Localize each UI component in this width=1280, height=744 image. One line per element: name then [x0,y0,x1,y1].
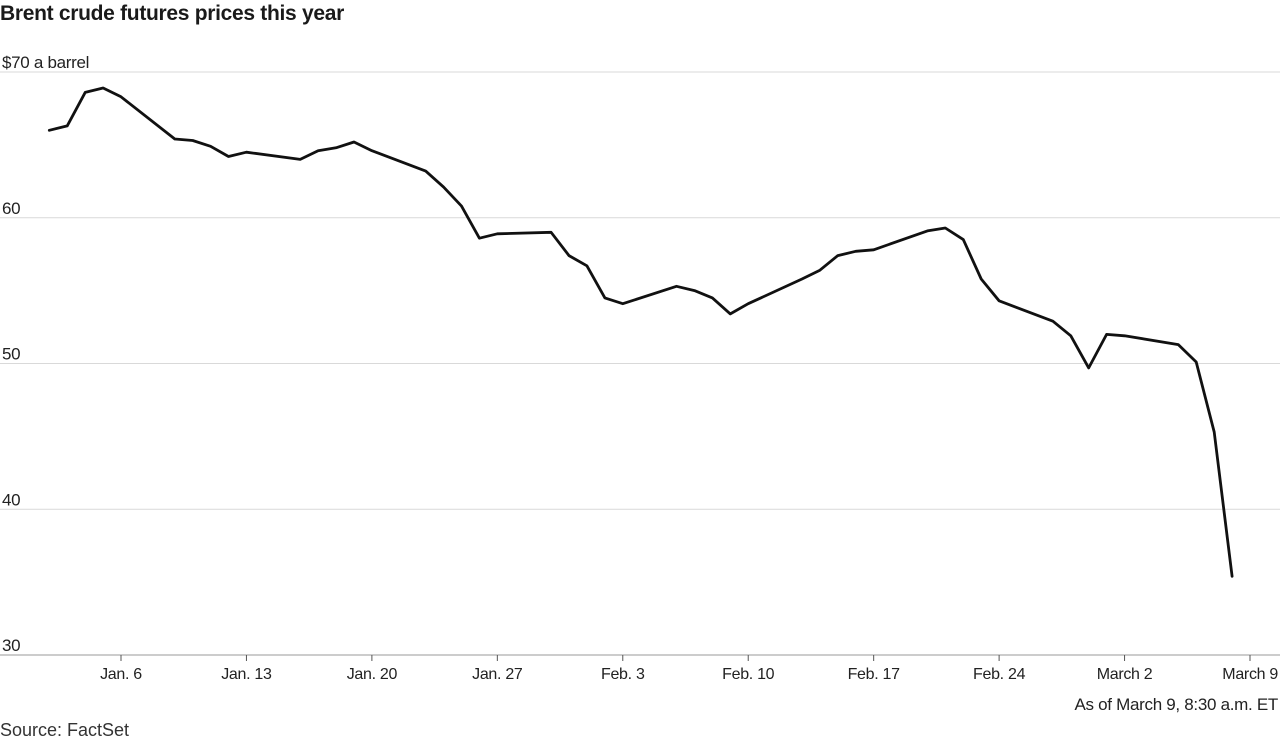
x-tick-label-1: Jan. 13 [221,666,272,683]
x-tick-label-9: March 9 [1222,666,1278,683]
x-tick-label-7: Feb. 24 [973,666,1026,683]
x-axis: Jan. 6 Jan. 13 Jan. 20 Jan. 27 Feb. 3 Feb. 10… [0,654,1280,683]
x-tick-label-8: March 2 [1097,666,1153,683]
gridlines [0,71,1280,510]
y-tick-label-50: 50 [2,345,20,364]
chart-title: Brent crude futures prices this year [0,2,344,25]
y-tick-label-30: 30 [2,636,20,655]
y-tick-label-60: 60 [2,199,20,218]
y-tick-label-70: $70 a barrel [2,53,89,72]
x-tick-label-6: Feb. 17 [848,666,901,683]
y-tick-label-40: 40 [2,490,20,509]
x-tick-label-0: Jan. 6 [100,666,142,683]
y-axis-labels: $70 a barrel 60 50 40 30 [2,53,89,655]
series-line-0 [47,86,1234,578]
x-tick-label-5: Feb. 10 [722,666,775,683]
x-tick-label-4: Feb. 3 [601,666,645,683]
x-tick-label-2: Jan. 20 [347,666,398,683]
line-chart: $70 a barrel 60 50 40 30 Jan. 6 Jan. 13 Jan. 2… [0,53,1280,683]
source-note: Source: FactSet [0,720,130,740]
series-layer [47,86,1234,578]
as-of-note: As of March 9, 8:30 a.m. ET [1074,695,1278,714]
x-tick-label-3: Jan. 27 [472,666,523,683]
